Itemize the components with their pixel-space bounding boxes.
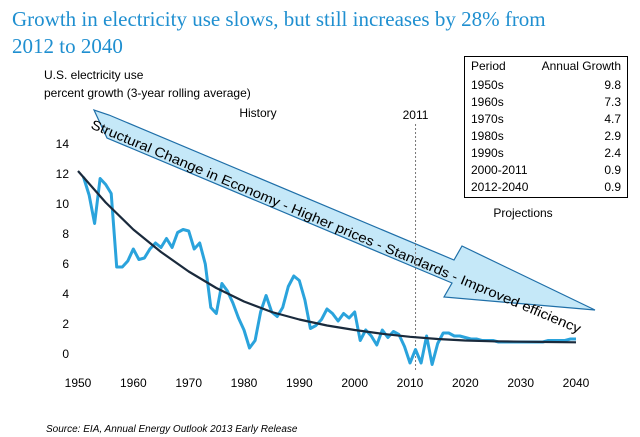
x-tick-label: 2020 <box>452 376 479 390</box>
y-tick-label: 2 <box>62 317 69 331</box>
row-growth: 7.3 <box>604 95 621 109</box>
history-label: History <box>239 106 276 120</box>
title-line-2: 2012 to 2040 <box>12 34 123 58</box>
y-axis-label: U.S. electricity use percent growth (3-y… <box>44 66 251 102</box>
row-growth: 0.9 <box>604 163 621 177</box>
x-tick-label: 2040 <box>563 376 590 390</box>
y-tick-label: 14 <box>56 137 70 151</box>
row-period: 1960s <box>471 95 504 109</box>
x-tick-label: 1990 <box>286 376 313 390</box>
y-axis-label-line-1: U.S. electricity use <box>44 68 144 82</box>
annual-growth-table: Period Annual Growth 1950s 9.8 1960s 7.3… <box>464 56 628 198</box>
x-tick-label: 2030 <box>507 376 534 390</box>
table-row: 1970s 4.7 <box>465 112 627 128</box>
row-growth: 4.7 <box>604 112 621 126</box>
y-tick-label: 8 <box>62 227 69 241</box>
x-tick-label: 2000 <box>341 376 368 390</box>
row-period: 1970s <box>471 112 504 126</box>
projections-label: Projections <box>493 206 552 220</box>
y-tick-label: 0 <box>62 347 69 361</box>
row-period: 1980s <box>471 129 504 143</box>
row-period: 1950s <box>471 78 504 92</box>
y-tick-label: 10 <box>56 197 70 211</box>
table-row: 1950s 9.8 <box>465 78 627 94</box>
row-period: 1990s <box>471 146 504 160</box>
table-row: 2000-2011 0.9 <box>465 163 627 179</box>
row-period: 2012-2040 <box>471 180 529 194</box>
row-growth: 2.9 <box>604 129 621 143</box>
table-row: 1960s 7.3 <box>465 95 627 111</box>
x-tick-label: 1960 <box>120 376 147 390</box>
y-tick-label: 6 <box>62 257 69 271</box>
header-growth: Annual Growth <box>541 59 621 73</box>
row-growth: 0.9 <box>604 180 621 194</box>
table-header: Period Annual Growth <box>465 59 627 75</box>
y-tick-label: 4 <box>62 287 69 301</box>
x-tick-label: 2010 <box>397 376 424 390</box>
table-row: 1990s 2.4 <box>465 146 627 162</box>
header-period: Period <box>471 59 506 73</box>
y-axis-label-line-2: percent growth (3-year rolling average) <box>44 86 251 100</box>
x-tick-label: 1970 <box>175 376 202 390</box>
divider-label: 2011 <box>403 108 429 122</box>
x-tick-label: 1980 <box>231 376 258 390</box>
arrow-shape <box>92 108 596 311</box>
row-period: 2000-2011 <box>471 163 528 177</box>
series-trend-line <box>77 170 577 344</box>
table-row: 2012-2040 0.9 <box>465 180 627 196</box>
source-note: Source: EIA, Annual Energy Outlook 2013 … <box>46 424 298 435</box>
title-line-1: Growth in electricity use slows, but sti… <box>12 7 546 31</box>
row-growth: 2.4 <box>604 146 621 160</box>
table-row: 1980s 2.9 <box>465 129 627 145</box>
x-tick-label: 1950 <box>65 376 92 390</box>
row-growth: 9.8 <box>604 78 621 92</box>
y-tick-label: 12 <box>56 167 70 181</box>
page-title: Growth in electricity use slows, but sti… <box>12 6 612 60</box>
